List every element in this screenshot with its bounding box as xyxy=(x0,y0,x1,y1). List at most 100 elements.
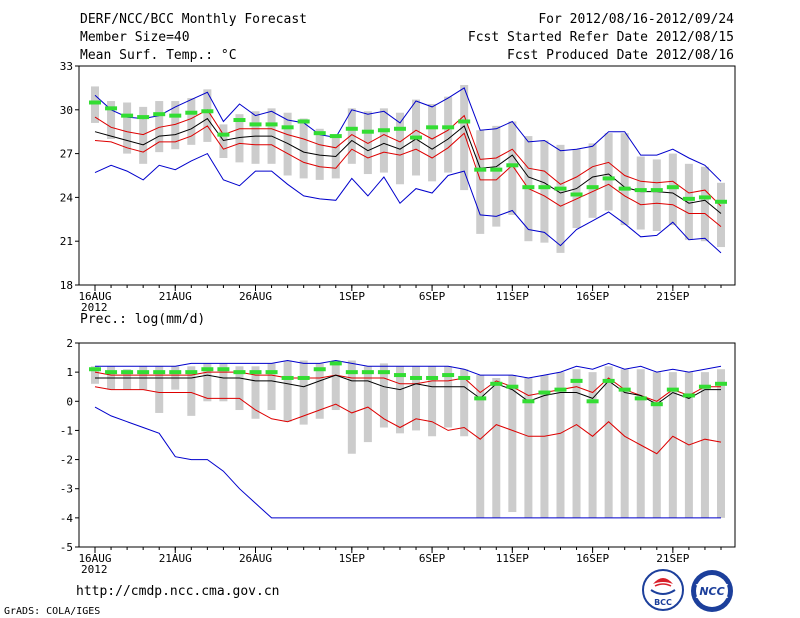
temp-box-19 xyxy=(379,108,388,173)
temp-box-37 xyxy=(668,153,677,226)
temp-median-5 xyxy=(153,112,166,117)
prec-median-25 xyxy=(474,396,487,401)
prec-median-22 xyxy=(426,375,439,380)
prec-box-16 xyxy=(331,360,340,411)
prec-median-24 xyxy=(458,375,471,380)
prec-panel-title: Prec.: log(mm/d) xyxy=(80,312,206,327)
prec-median-3 xyxy=(121,370,134,375)
temp-box-8 xyxy=(203,89,212,142)
source-url[interactable]: http://cmdp.ncc.cma.gov.cn xyxy=(76,584,280,599)
temp-box-36 xyxy=(652,159,661,231)
prec-box-32 xyxy=(588,372,597,518)
temp-box-20 xyxy=(395,112,404,185)
prec-median-39 xyxy=(698,384,711,389)
prec-box-20 xyxy=(395,366,404,434)
prec-box-14 xyxy=(299,360,308,425)
temp-box-38 xyxy=(684,163,693,240)
temp-median-30 xyxy=(554,186,567,191)
temp-series-min-line xyxy=(94,152,722,254)
temp-median-4 xyxy=(137,115,150,120)
temp-xtick-label: 1SEP xyxy=(339,290,366,303)
temp-series-upper-line xyxy=(94,109,722,207)
temp-series-max-line xyxy=(94,87,722,182)
prec-ytick-label: -4 xyxy=(60,512,74,525)
prec-series-upper-line xyxy=(94,371,721,402)
prec-box-8 xyxy=(203,363,212,402)
prec-xtick-label: 21SEP xyxy=(656,552,689,565)
temp-box-23 xyxy=(444,96,453,173)
produced-date: Fcst Produced Date 2012/08/16 xyxy=(507,48,734,63)
temp-median-25 xyxy=(474,167,487,172)
prec-median-1 xyxy=(89,367,101,372)
prec-box-28 xyxy=(524,377,533,518)
prec-median-17 xyxy=(345,370,358,375)
temp-box-33 xyxy=(604,133,613,211)
prec-xtick-sublabel: 2012 xyxy=(81,563,108,576)
forecast-period: For 2012/08/16-2012/09/24 xyxy=(538,12,734,27)
temp-box-6 xyxy=(171,101,180,150)
temp-box-32 xyxy=(588,143,597,218)
temp-box-26 xyxy=(492,125,501,227)
prec-box-3 xyxy=(123,369,132,390)
temp-plot-frame xyxy=(78,65,736,286)
bcc-logo-text: BCC xyxy=(654,598,672,607)
temp-median-7 xyxy=(185,110,198,115)
prec-ytick-label: 0 xyxy=(66,395,73,408)
temp-box-14 xyxy=(299,118,308,179)
temp-median-6 xyxy=(169,113,182,118)
prec-box-33 xyxy=(604,366,613,518)
prec-median-28 xyxy=(522,399,535,404)
prec-box-30 xyxy=(556,372,565,518)
prec-median-27 xyxy=(506,384,519,389)
temp-ytick-label: 30 xyxy=(60,104,73,117)
prec-xtick-label: 11SEP xyxy=(496,552,529,565)
temp-ytick-label: 24 xyxy=(60,191,74,204)
temp-median-2 xyxy=(105,106,118,111)
prec-box-12 xyxy=(267,363,276,411)
prec-box-11 xyxy=(251,366,260,419)
prec-median-6 xyxy=(169,370,182,375)
prec-box-25 xyxy=(476,375,485,518)
prec-box-24 xyxy=(460,369,469,437)
temp-box-35 xyxy=(636,156,645,230)
temp-median-9 xyxy=(217,132,230,137)
temp-box-15 xyxy=(315,128,324,180)
prec-median-18 xyxy=(361,370,374,375)
prec-box-26 xyxy=(492,377,501,518)
temp-median-11 xyxy=(249,122,262,127)
prec-median-11 xyxy=(249,370,262,375)
prec-box-9 xyxy=(219,363,228,402)
temp-median-27 xyxy=(506,163,519,168)
temp-box-4 xyxy=(139,106,148,164)
temp-box-10 xyxy=(235,114,244,163)
prec-median-7 xyxy=(185,370,198,375)
temp-median-34 xyxy=(618,186,631,191)
prec-xtick-label: 21AUG xyxy=(159,552,192,565)
prec-box-29 xyxy=(540,375,549,518)
prec-series-max-line xyxy=(95,359,722,379)
prec-median-14 xyxy=(297,375,310,380)
prec-median-16 xyxy=(329,361,342,366)
temp-ytick-label: 27 xyxy=(60,148,73,161)
prec-median-2 xyxy=(105,370,118,375)
prec-box-18 xyxy=(363,366,372,443)
temp-median-28 xyxy=(522,185,535,190)
temp-box-17 xyxy=(347,108,356,164)
temp-median-39 xyxy=(698,195,711,200)
temp-box-9 xyxy=(219,124,228,158)
prec-box-34 xyxy=(620,369,629,518)
temp-median-31 xyxy=(570,192,583,197)
prec-median-8 xyxy=(201,367,214,372)
temp-series-mean-line xyxy=(94,117,722,214)
prec-box-10 xyxy=(235,366,244,411)
prec-median-35 xyxy=(634,396,647,401)
temp-xtick-label: 6SEP xyxy=(419,290,446,303)
prec-series-min-line xyxy=(94,406,721,519)
prec-box-36 xyxy=(652,372,661,518)
temp-panel-title: Mean Surf. Temp.: °C xyxy=(80,48,237,63)
prec-median-30 xyxy=(554,387,567,392)
temp-median-33 xyxy=(602,176,615,181)
prec-median-9 xyxy=(217,367,230,372)
prec-median-36 xyxy=(650,402,663,407)
prec-median-23 xyxy=(442,373,455,378)
